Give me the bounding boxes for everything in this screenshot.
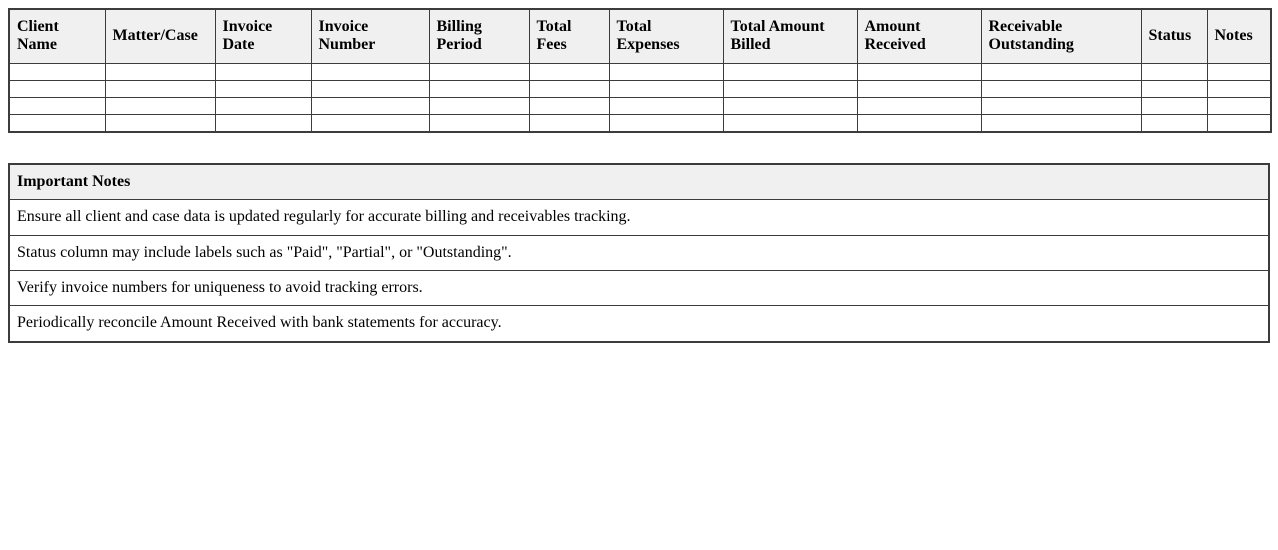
note-row: Periodically reconcile Amount Received w…: [8, 305, 1270, 343]
table-cell: [104, 62, 216, 81]
col-header-notes: Notes: [1206, 8, 1272, 64]
col-header-invoice-date: Invoice Date: [214, 8, 312, 64]
table-cell: [980, 113, 1142, 133]
table-cell: [528, 113, 610, 133]
important-notes-header-row: Important Notes: [8, 163, 1270, 201]
note-text: Verify invoice numbers for uniqueness to…: [8, 269, 1270, 307]
col-header-invoice-number: Invoice Number: [310, 8, 430, 64]
billing-receivables-table: Client Name Matter/Case Invoice Date Inv…: [8, 8, 1272, 133]
table-cell: [214, 62, 312, 81]
table-cell: [856, 96, 982, 115]
table-cell: [8, 96, 106, 115]
table-cell: [310, 79, 430, 98]
note-row: Status column may include labels such as…: [8, 234, 1270, 271]
table-cell: [428, 62, 530, 81]
billing-table-empty-row: [8, 96, 1272, 115]
table-cell: [856, 79, 982, 98]
table-cell: [1206, 79, 1272, 98]
table-cell: [310, 96, 430, 115]
table-cell: [8, 79, 106, 98]
table-cell: [8, 62, 106, 81]
table-cell: [104, 113, 216, 133]
table-cell: [1206, 96, 1272, 115]
note-row: Ensure all client and case data is updat…: [8, 199, 1270, 236]
table-cell: [104, 79, 216, 98]
billing-table-header-row: Client Name Matter/Case Invoice Date Inv…: [8, 8, 1272, 64]
table-cell: [608, 113, 724, 133]
col-header-billing-period: Billing Period: [428, 8, 530, 64]
table-cell: [1140, 113, 1208, 133]
table-cell: [856, 113, 982, 133]
table-cell: [722, 79, 858, 98]
table-cell: [310, 62, 430, 81]
table-cell: [104, 96, 216, 115]
table-cell: [608, 79, 724, 98]
table-cell: [528, 96, 610, 115]
table-cell: [1206, 113, 1272, 133]
col-header-receivable-outstanding: Receivable Outstanding: [980, 8, 1142, 64]
important-notes-title: Important Notes: [8, 163, 1270, 201]
table-cell: [980, 96, 1142, 115]
table-cell: [722, 113, 858, 133]
billing-table-empty-row: [8, 62, 1272, 81]
table-cell: [310, 113, 430, 133]
table-cell: [980, 79, 1142, 98]
billing-table-empty-row: [8, 113, 1272, 133]
table-cell: [856, 62, 982, 81]
table-cell: [8, 113, 106, 133]
table-cell: [428, 96, 530, 115]
note-text: Status column may include labels such as…: [8, 234, 1270, 271]
col-header-matter-case: Matter/Case: [104, 8, 216, 64]
table-cell: [528, 62, 610, 81]
table-cell: [1140, 96, 1208, 115]
note-text: Periodically reconcile Amount Received w…: [8, 305, 1270, 343]
table-cell: [722, 62, 858, 81]
note-text: Ensure all client and case data is updat…: [8, 199, 1270, 236]
table-cell: [608, 62, 724, 81]
table-cell: [214, 113, 312, 133]
billing-table-empty-row: [8, 79, 1272, 98]
col-header-status: Status: [1140, 8, 1208, 64]
note-row: Verify invoice numbers for uniqueness to…: [8, 269, 1270, 307]
table-cell: [608, 96, 724, 115]
table-cell: [1140, 62, 1208, 81]
table-cell: [528, 79, 610, 98]
table-cell: [722, 96, 858, 115]
col-header-total-expenses: Total Expenses: [608, 8, 724, 64]
table-cell: [1206, 62, 1272, 81]
table-cell: [214, 96, 312, 115]
col-header-client-name: Client Name: [8, 8, 106, 64]
table-cell: [1140, 79, 1208, 98]
col-header-total-fees: Total Fees: [528, 8, 610, 64]
table-cell: [428, 79, 530, 98]
table-cell: [428, 113, 530, 133]
col-header-total-amount-billed: Total Amount Billed: [722, 8, 858, 64]
col-header-amount-received: Amount Received: [856, 8, 982, 64]
important-notes-table: Important Notes Ensure all client and ca…: [8, 162, 1270, 343]
table-cell: [214, 79, 312, 98]
table-cell: [980, 62, 1142, 81]
